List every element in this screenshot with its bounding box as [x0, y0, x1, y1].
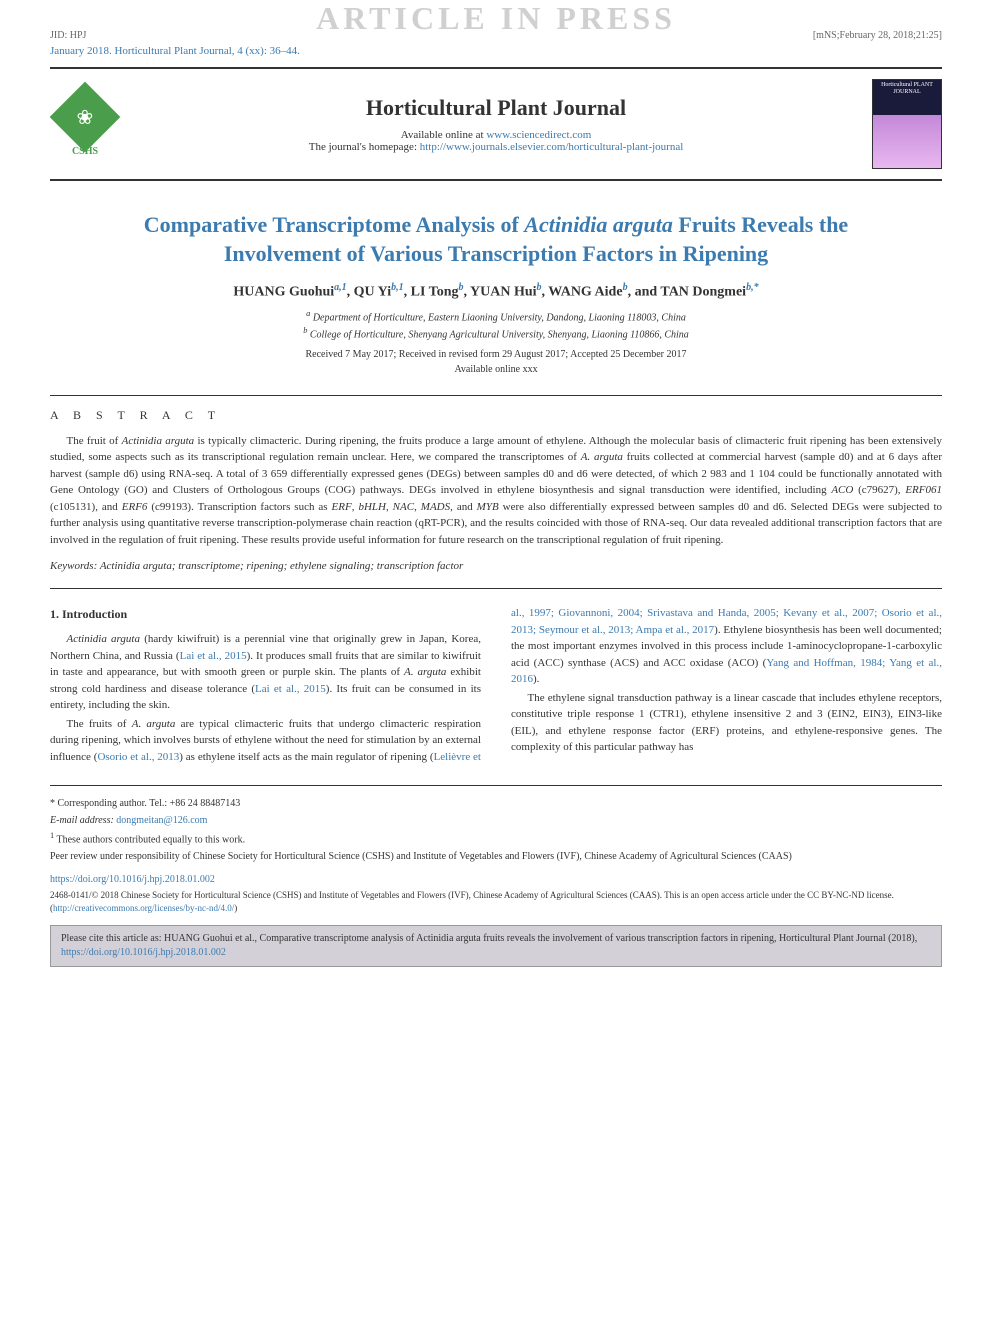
author: QU Yi	[354, 285, 391, 300]
cover-title-text: Horticultural PLANT JOURNAL	[875, 82, 939, 95]
affiliation: a Department of Horticulture, Eastern Li…	[90, 309, 902, 323]
italic-span: A. arguta	[404, 666, 446, 678]
abstract-italic-span: Actinidia arguta	[122, 435, 195, 447]
abstract-italic-span: bHLH	[358, 501, 386, 513]
cshs-logo: ❀ CSHS	[50, 89, 120, 159]
article-title: Comparative Transcriptome Analysis of Ac…	[90, 211, 902, 268]
abstract-italic-span: A. arguta	[581, 451, 623, 463]
footnotes: * Corresponding author. Tel.: +86 24 884…	[50, 785, 942, 864]
leaf-icon: ❀	[77, 104, 94, 129]
text-span: ).	[533, 673, 539, 685]
keywords-values: Actinidia arguta; transcriptome; ripenin…	[100, 560, 463, 572]
doi-link[interactable]: https://doi.org/10.1016/j.hpj.2018.01.00…	[50, 874, 942, 885]
text-span: The fruits of	[67, 718, 132, 730]
affiliation: b College of Horticulture, Shenyang Agri…	[90, 326, 902, 340]
email-line: E-mail address: dongmeitan@126.com	[50, 813, 942, 828]
online-date: Available online xxx	[90, 364, 902, 375]
author-affil-sup: b	[537, 282, 542, 293]
equal-text: These authors contributed equally to thi…	[57, 834, 246, 845]
intro-heading: 1. Introduction	[50, 605, 481, 623]
author: YUAN Hui	[470, 285, 537, 300]
peer-review-note: Peer review under responsibility of Chin…	[50, 849, 942, 864]
abstract-italic-span: ACO	[831, 484, 853, 496]
abstract-span: ,	[414, 501, 421, 513]
abstract-span: , and	[450, 501, 477, 513]
header-center: Horticultural Plant Journal Available on…	[140, 95, 852, 153]
equal-contribution: 1 These authors contributed equally to t…	[50, 830, 942, 847]
copyright-line: 2468-0141/© 2018 Chinese Society for Hor…	[50, 889, 942, 914]
intro-para-1: Actinidia arguta (hardy kiwifruit) is a …	[50, 631, 481, 714]
homepage-link[interactable]: http://www.journals.elsevier.com/horticu…	[420, 141, 684, 153]
author-list: HUANG Guohuia,1, QU Yib,1, LI Tongb, YUA…	[90, 282, 902, 301]
watermark-text: ARTICLE IN PRESS	[316, 0, 676, 37]
author: HUANG Guohui	[233, 285, 334, 300]
author: TAN Dongmei	[660, 285, 746, 300]
journal-name: Horticultural Plant Journal	[140, 95, 852, 121]
divider	[50, 395, 942, 396]
title-pre: Comparative Transcriptome Analysis of	[144, 212, 525, 237]
italic-span: Actinidia arguta	[67, 633, 141, 645]
abstract-span: (c99193). Transcription factors such as	[147, 501, 331, 513]
author-affil-sup: b,*	[746, 282, 759, 293]
abstract-italic-span: ERF061	[905, 484, 942, 496]
homepage-text: The journal's homepage:	[309, 141, 420, 153]
keywords-label: Keywords:	[50, 560, 100, 572]
jid-label: JID: HPJ	[50, 30, 86, 41]
abstract-italic-span: ERF6	[122, 501, 148, 513]
reference-link[interactable]: Lai et al., 2015	[180, 650, 247, 662]
divider	[50, 588, 942, 589]
corresponding-author: * Corresponding author. Tel.: +86 24 884…	[50, 796, 942, 811]
logo-diamond-icon: ❀	[50, 81, 121, 152]
reference-link[interactable]: Lai et al., 2015	[255, 683, 326, 695]
cite-text: Please cite this article as: HUANG Guohu…	[61, 933, 917, 944]
abstract-span: ,	[386, 501, 393, 513]
journal-header: ❀ CSHS Horticultural Plant Journal Avail…	[50, 67, 942, 181]
sciencedirect-link[interactable]: www.sciencedirect.com	[486, 129, 591, 141]
author-affil-sup: a,1	[334, 282, 347, 293]
author-affil-sup: b,1	[391, 282, 404, 293]
cite-doi-link[interactable]: https://doi.org/10.1016/j.hpj.2018.01.00…	[61, 947, 226, 958]
reference-link[interactable]: Osorio et al., 2013	[97, 751, 179, 763]
abstract-span: The fruit of	[67, 435, 122, 447]
email-link[interactable]: dongmeitan@126.com	[116, 815, 207, 826]
abstract-span: (c105131), and	[50, 501, 122, 513]
abstract-italic-span: NAC	[393, 501, 414, 513]
intro-para-3: The ethylene signal transduction pathway…	[511, 690, 942, 756]
cc-license-link[interactable]: http://creativecommons.org/licenses/by-n…	[53, 903, 234, 913]
journal-cover-thumb: Horticultural PLANT JOURNAL	[872, 79, 942, 169]
body-columns: 1. Introduction Actinidia arguta (hardy …	[50, 605, 942, 765]
email-label: E-mail address:	[50, 815, 116, 826]
abstract-text: The fruit of Actinidia arguta is typical…	[50, 433, 942, 549]
availability-line: Available online at www.sciencedirect.co…	[140, 129, 852, 141]
available-text: Available online at	[401, 129, 487, 141]
equal-sup: 1	[50, 831, 54, 840]
italic-span: A. arguta	[132, 718, 176, 730]
abstract-italic-span: MADS	[421, 501, 450, 513]
abstract-span: (c79627),	[853, 484, 905, 496]
keywords-line: Keywords: Actinidia arguta; transcriptom…	[50, 560, 942, 572]
title-species: Actinidia arguta	[524, 212, 673, 237]
citation-line: January 2018. Horticultural Plant Journa…	[50, 45, 942, 57]
author-affil-sup: b	[623, 282, 628, 293]
abstract-italic-span: ERF	[332, 501, 352, 513]
article-dates: Received 7 May 2017; Received in revised…	[90, 349, 902, 360]
title-section: Comparative Transcriptome Analysis of Ac…	[90, 211, 902, 375]
abstract-heading: A B S T R A C T	[50, 408, 942, 423]
author: WANG Aide	[548, 285, 622, 300]
text-span: ) as ethylene itself acts as the main re…	[179, 751, 433, 763]
abstract-italic-span: MYB	[477, 501, 499, 513]
citation-box: Please cite this article as: HUANG Guohu…	[50, 925, 942, 967]
author-affil-sup: b	[459, 282, 464, 293]
homepage-line: The journal's homepage: http://www.journ…	[140, 141, 852, 153]
timestamp-label: [mNS;February 28, 2018;21:25]	[813, 30, 942, 41]
author: LI Tong	[411, 285, 459, 300]
copyright-close: )	[234, 903, 237, 913]
